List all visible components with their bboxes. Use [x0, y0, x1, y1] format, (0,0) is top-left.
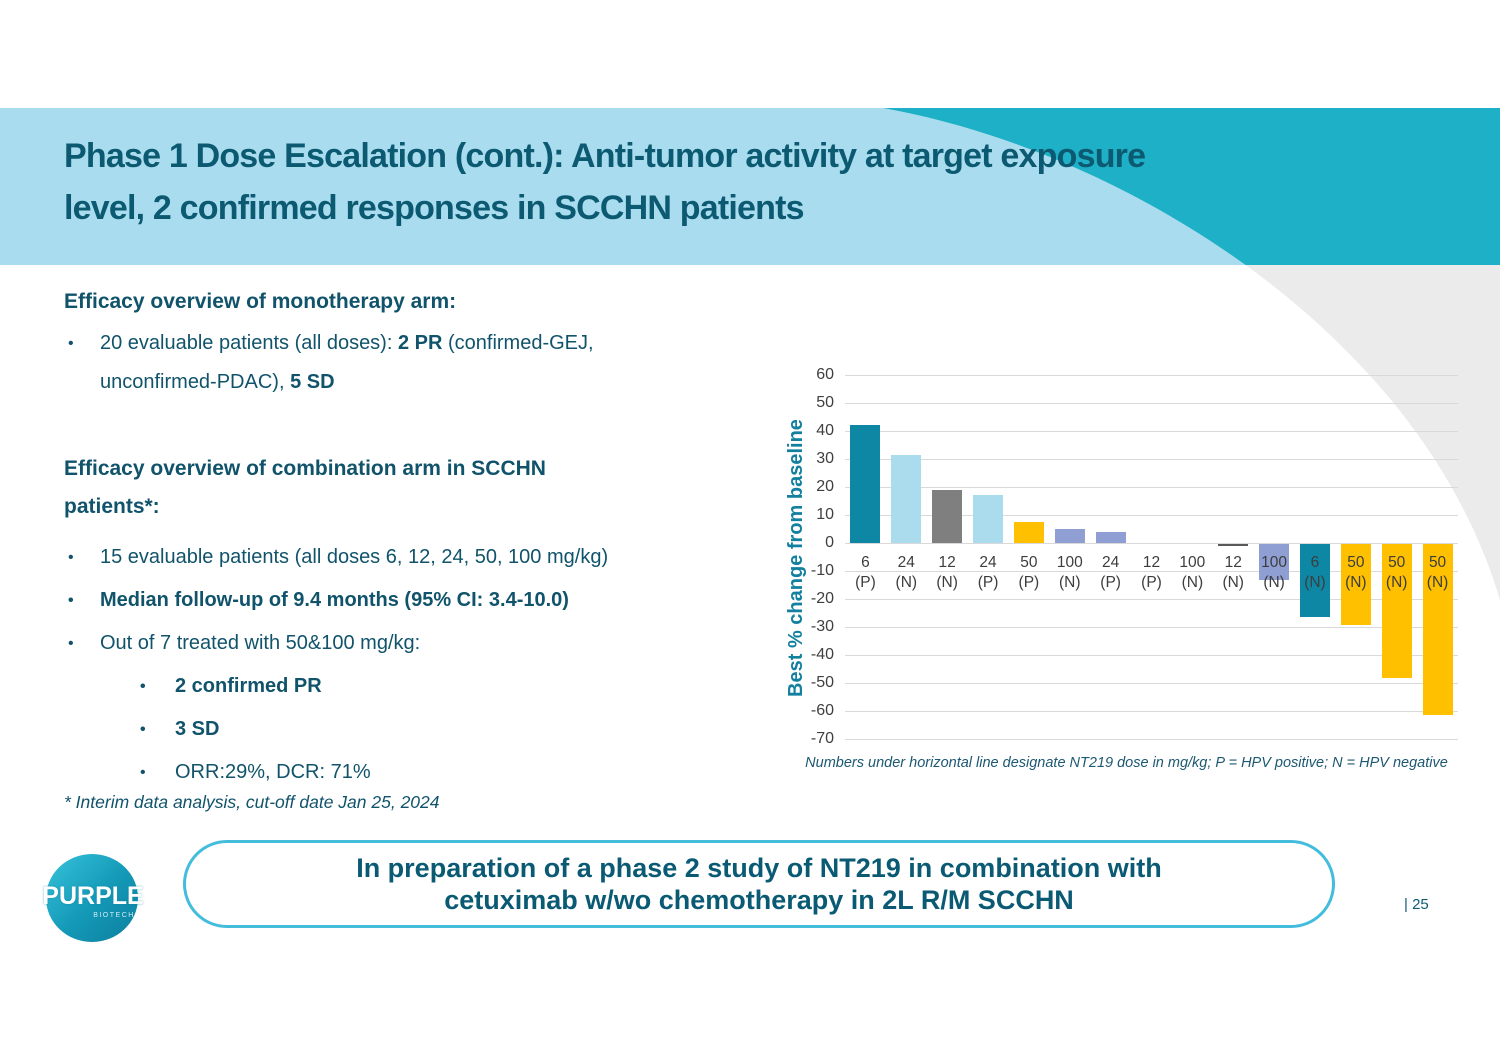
monotherapy-bullet: 20 evaluable patients (all doses): 2 PR … [64, 324, 594, 402]
y-tick-label: 30 [816, 450, 834, 467]
category-label: 12 (P) [1141, 554, 1162, 591]
gridline [845, 375, 1458, 376]
y-tick-label: 40 [816, 422, 834, 439]
y-tick-label: 20 [816, 478, 834, 495]
category-label: 50 (N) [1345, 554, 1367, 591]
category-label: 100 (N) [1179, 554, 1206, 591]
gridline [845, 711, 1458, 712]
bullet-text: unconfirmed-PDAC), [100, 371, 291, 393]
y-tick-label: -40 [810, 646, 834, 663]
page-number: | 25 [1404, 896, 1429, 913]
gridline [845, 487, 1458, 488]
gridline [845, 459, 1458, 460]
bar-6 (N) [1299, 544, 1330, 617]
combination-bullet-list: 15 evaluable patients (all doses 6, 12, … [64, 536, 608, 794]
gridline [845, 543, 1458, 544]
purple-biotech-logo: PURPLE BIOTECH [38, 846, 148, 946]
category-label: 24 (P) [977, 554, 999, 591]
gridline [845, 515, 1458, 516]
bar-24 (N) [891, 454, 922, 543]
bar-50 (N) [1340, 544, 1371, 626]
footnote: * Interim data analysis, cut-off date Ja… [64, 792, 440, 812]
category-label: 100 (N) [1261, 554, 1288, 591]
monotherapy-heading: Efficacy overview of monotherapy arm: [64, 290, 457, 313]
y-tick-label: -20 [810, 590, 834, 607]
callout-banner: In preparation of a phase 2 study of NT2… [183, 840, 1335, 928]
gridline [845, 627, 1458, 628]
y-tick-label: -10 [810, 562, 834, 579]
category-label: 50 (N) [1426, 554, 1449, 591]
category-label: 24 (N) [895, 554, 918, 591]
gridline [845, 571, 1458, 572]
combination-heading-line1: Efficacy overview of combination arm in … [64, 457, 546, 480]
list-item: 15 evaluable patients (all doses 6, 12, … [64, 536, 608, 579]
category-label: 24 (P) [1100, 554, 1121, 591]
y-tick-label: -50 [810, 674, 834, 691]
list-item: 2 confirmed PR [64, 665, 608, 708]
list-item: ORR:29%, DCR: 71% [64, 751, 608, 794]
category-label: 12 (N) [1222, 554, 1244, 591]
gridline [845, 431, 1458, 432]
bar-12 (N) [1218, 544, 1249, 546]
logo-wordmark: PURPLE [42, 882, 144, 910]
list-item: 3 SD [64, 708, 608, 751]
y-tick-label: 10 [816, 506, 834, 523]
y-tick-label: 0 [825, 534, 834, 551]
gridline [845, 403, 1458, 404]
gridline [845, 739, 1458, 740]
logo-circle [46, 854, 138, 942]
list-item: Out of 7 treated with 50&100 mg/kg: [64, 622, 608, 665]
bullet-text-bold: 5 SD [290, 371, 335, 393]
gridline [845, 683, 1458, 684]
bar-6 (P) [850, 425, 881, 543]
bullet-text-bold: 2 PR [397, 332, 443, 354]
category-label: 6 (P) [855, 554, 876, 591]
bar-24 (P) [1095, 531, 1126, 543]
monotherapy-bullet-line2: unconfirmed-PDAC), 5 SD [64, 363, 594, 402]
combination-heading-line2: patients*: [64, 495, 160, 518]
category-label: 6 (N) [1304, 554, 1326, 591]
bullet-text: (confirmed-GEJ, [442, 332, 594, 354]
category-label: 50 (N) [1385, 554, 1408, 591]
bar-12 (N) [932, 489, 963, 543]
callout-line1: In preparation of a phase 2 study of NT2… [356, 853, 1162, 883]
category-label: 100 (N) [1056, 554, 1083, 591]
gridline [845, 599, 1458, 600]
slide-title-line1: Phase 1 Dose Escalation (cont.): Anti-tu… [64, 137, 1146, 175]
monotherapy-bullet-line1: 20 evaluable patients (all doses): 2 PR … [64, 324, 594, 363]
bar-50 (N) [1381, 544, 1412, 679]
bar-24 (P) [973, 495, 1004, 543]
category-label: 50 (P) [1018, 554, 1040, 591]
logo-subtext: BIOTECH [93, 912, 135, 919]
combination-heading: Efficacy overview of combination arm in … [64, 450, 546, 526]
gridline [845, 655, 1458, 656]
bullet-text: 20 evaluable patients (all doses): [100, 332, 398, 354]
bar-100 (N) [1054, 529, 1085, 543]
category-label: 12 (N) [936, 554, 958, 591]
chart-caption: Numbers under horizontal line designate … [805, 755, 1448, 771]
y-tick-label: -30 [810, 618, 834, 635]
bar-50 (N) [1422, 544, 1453, 715]
bar-100 (N) [1259, 544, 1290, 581]
y-tick-label: 60 [816, 366, 834, 383]
y-tick-label: -60 [810, 702, 834, 719]
slide-title: Phase 1 Dose Escalation (cont.): Anti-tu… [64, 130, 1464, 234]
bar-50 (P) [1013, 522, 1044, 543]
list-item: Median follow-up of 9.4 months (95% CI: … [64, 579, 608, 622]
y-tick-label: -70 [810, 730, 834, 747]
callout-line2: cetuximab w/wo chemotherapy in 2L R/M SC… [444, 885, 1074, 915]
teal-curve-shape [883, 108, 1500, 265]
slide-title-line2: level, 2 confirmed responses in SCCHN pa… [64, 189, 805, 227]
y-tick-label: 50 [816, 394, 834, 411]
